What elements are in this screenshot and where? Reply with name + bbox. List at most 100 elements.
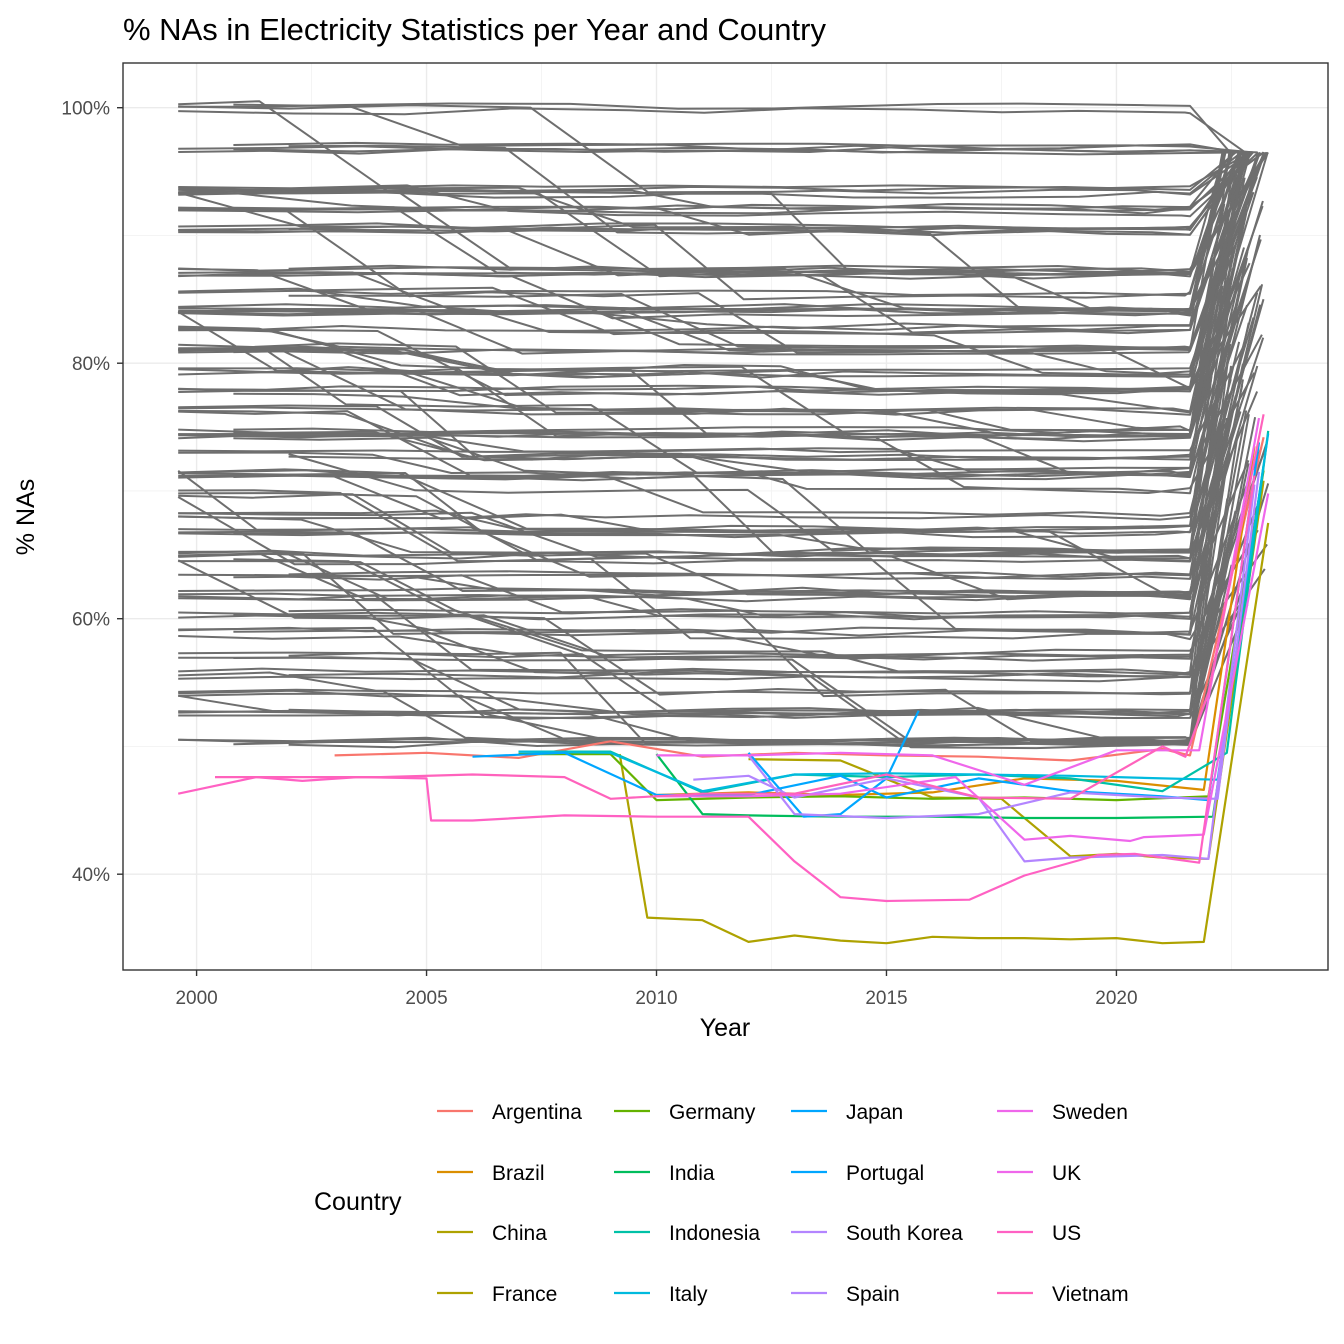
series-line-vietnam (215, 414, 1265, 800)
series-line-italy (518, 433, 1270, 793)
background-country-line (178, 152, 1231, 440)
legend-item-spain: Spain (791, 1283, 900, 1306)
legend-item-argentina: Argentina (437, 1101, 582, 1124)
background-country-line (233, 146, 1258, 154)
legend-item-india: India (614, 1162, 715, 1185)
x-tick-label: 2010 (635, 988, 677, 1009)
background-country-line (178, 395, 1237, 565)
legend-label: Vietnam (1052, 1283, 1129, 1306)
background-country-line (178, 285, 1224, 558)
legend-label: Argentina (492, 1101, 582, 1124)
plot-panel-border (122, 62, 1329, 971)
background-country-line (178, 177, 1246, 432)
background-country-line (178, 187, 1251, 432)
legend-title: Country (314, 1188, 402, 1216)
background-country-line (178, 152, 1260, 353)
background-country-line (178, 431, 1224, 615)
legend-item-indonesia: Indonesia (614, 1222, 760, 1245)
background-country-line (288, 239, 1262, 461)
background-country-line (178, 304, 1248, 478)
background-country-line (178, 152, 1224, 332)
legend-label: US (1052, 1222, 1081, 1245)
background-country-line (233, 151, 1265, 211)
series-line-sweden (656, 417, 1261, 786)
legend: Country Argentina Brazil China France German… (314, 1101, 1129, 1306)
x-axis-title: Year (700, 1014, 751, 1042)
background-country-line (178, 151, 1265, 215)
background-country-line (178, 148, 1245, 156)
legend-label: Japan (846, 1101, 903, 1124)
x-tick-label: 2020 (1095, 988, 1137, 1009)
background-country-line (178, 152, 1232, 297)
background-country-line (178, 343, 1246, 454)
background-country-line (178, 348, 1226, 637)
background-series-group (177, 100, 1270, 750)
background-country-line (288, 463, 1250, 749)
legend-label: France (492, 1283, 557, 1306)
legend-item-france: France (437, 1283, 557, 1306)
background-country-line (178, 453, 1231, 619)
background-country-line (288, 598, 1228, 716)
background-country-line (178, 355, 1225, 603)
background-country-line (178, 238, 1233, 390)
background-country-line (288, 441, 1268, 679)
legend-label: Brazil (492, 1162, 545, 1185)
background-country-line (178, 192, 1255, 378)
series-line-uk (656, 493, 1270, 843)
legend-item-vietnam: Vietnam (997, 1283, 1129, 1306)
background-country-line (178, 257, 1248, 533)
country-series-group (177, 414, 1270, 945)
background-country-line (178, 152, 1249, 393)
background-country-line (288, 152, 1240, 277)
legend-item-south-korea: South Korea (791, 1222, 963, 1245)
background-country-line (178, 334, 1263, 475)
y-tick-label: 60% (72, 610, 110, 631)
background-country-line (178, 186, 1241, 413)
y-axis-title: % NAs (12, 479, 40, 555)
background-country-line (178, 176, 1258, 356)
y-tick-label: 100% (61, 99, 110, 120)
legend-label: Portugal (846, 1162, 924, 1185)
background-country-line (178, 205, 1264, 414)
background-country-line (178, 152, 1234, 280)
background-country-line (178, 152, 1245, 438)
background-country-line (233, 304, 1262, 580)
legend-item-japan: Japan (791, 1101, 903, 1124)
background-country-line (288, 151, 1252, 196)
background-country-line (178, 263, 1246, 395)
legend-label: Sweden (1052, 1101, 1128, 1124)
background-country-line (288, 441, 1224, 678)
legend-label: Spain (846, 1283, 900, 1306)
background-country-line (288, 152, 1232, 313)
background-country-line (178, 234, 1261, 517)
background-country-line (178, 337, 1265, 560)
legend-label: UK (1052, 1162, 1081, 1185)
legend-label: Indonesia (669, 1222, 760, 1245)
background-country-line (178, 152, 1265, 353)
background-country-line (178, 385, 1244, 636)
legend-label: Italy (669, 1283, 708, 1306)
background-country-line (233, 288, 1231, 434)
legend-label: South Korea (846, 1222, 963, 1245)
x-tick-label: 2005 (405, 988, 447, 1009)
series-line-china (618, 522, 1270, 945)
x-axis-ticks: 2000 2005 2010 2015 2020 (175, 970, 1138, 1009)
background-country-line (288, 411, 1242, 578)
background-country-line (288, 154, 1245, 376)
background-country-line (178, 379, 1232, 535)
background-country-line (178, 362, 1229, 676)
background-country-line (178, 200, 1264, 443)
background-country-line (233, 151, 1252, 231)
chart-title: % NAs in Electricity Statistics per Year… (123, 12, 826, 47)
background-country-line (178, 258, 1230, 532)
legend-label: Germany (669, 1101, 756, 1124)
background-country-line (288, 543, 1225, 698)
background-country-line (178, 100, 1235, 211)
x-tick-label: 2015 (865, 988, 907, 1009)
background-country-line (178, 475, 1227, 720)
background-country-line (233, 103, 1238, 154)
background-country-line (178, 151, 1251, 237)
background-country-line (233, 379, 1244, 662)
background-country-line (178, 152, 1265, 379)
